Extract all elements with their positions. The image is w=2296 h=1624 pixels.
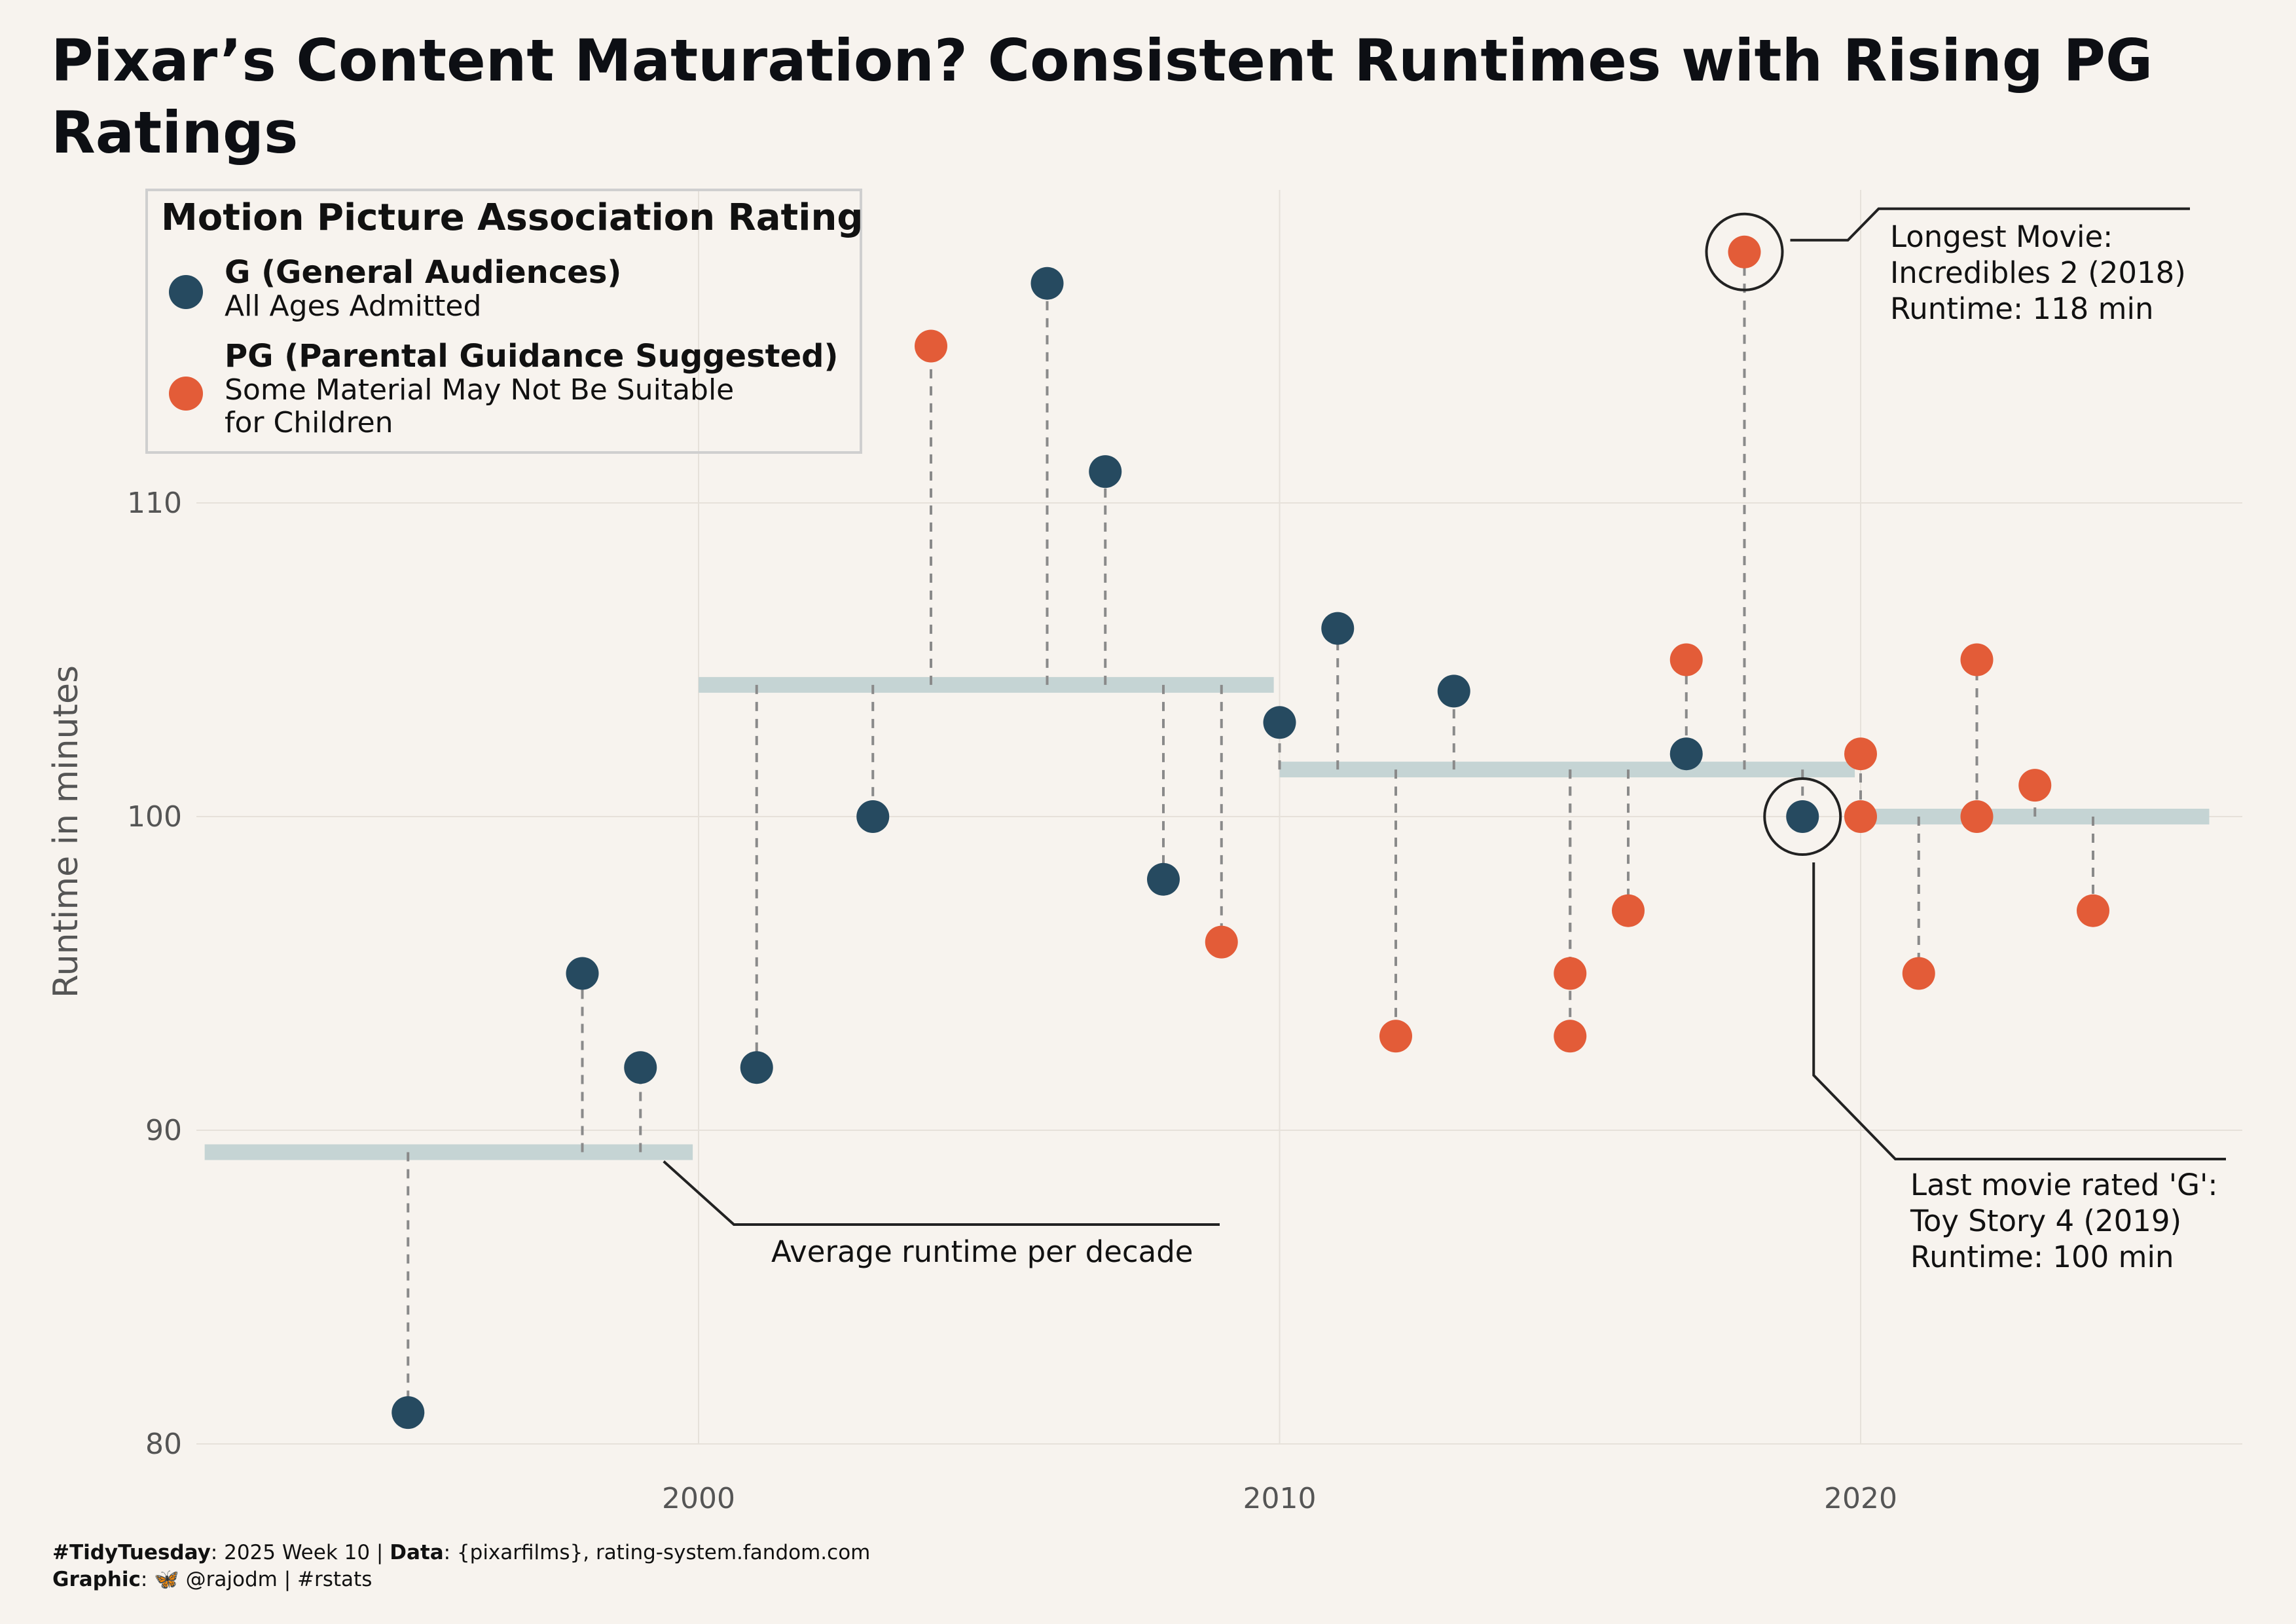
legend-pg-desc-2: for Children — [225, 406, 393, 439]
legend-pg-dot — [169, 377, 203, 411]
point-pg — [2077, 894, 2109, 927]
point-g — [1669, 737, 1703, 771]
point-g — [1437, 674, 1470, 708]
annotation-longest-3: Runtime: 118 min — [1890, 291, 2154, 326]
point-pg — [1379, 1020, 1412, 1053]
point-pg — [1205, 925, 1238, 959]
point-g — [1321, 612, 1355, 645]
point-pg — [1554, 957, 1587, 990]
caption-graphic-label: Graphic — [52, 1568, 141, 1591]
callout-line-last-g — [1812, 862, 2226, 1160]
annotation-longest-1: Longest Movie: — [1890, 219, 2113, 254]
point-g — [740, 1051, 773, 1084]
point-pg — [1728, 235, 1761, 268]
legend-g-label: G (General Audiences) — [225, 254, 622, 291]
point-pg — [1844, 737, 1877, 771]
point-pg — [1960, 800, 1994, 833]
y-tick-label: 100 — [127, 800, 182, 834]
point-g — [1089, 455, 1122, 489]
chart-title: Pixar’s Content Maturation? Consistent R… — [51, 27, 2153, 166]
legend-pg-desc-1: Some Material May Not Be Suitable — [225, 373, 735, 407]
caption-data: : {pixarfilms}, rating-system.fandom.com — [443, 1541, 871, 1564]
point-pg — [1902, 957, 1935, 990]
annotation-lines — [663, 207, 2226, 1226]
annotation-last-g-2: Toy Story 4 (2019) — [1910, 1204, 2182, 1238]
caption-data-label: Data — [390, 1541, 444, 1564]
legend-title: Motion Picture Association Rating — [161, 196, 864, 239]
y-tick-label: 110 — [127, 487, 182, 520]
callout-line-longest — [1790, 207, 2190, 242]
annotation-last-g-1: Last movie rated 'G': — [1910, 1168, 2218, 1202]
caption-tag: #TidyTuesday — [52, 1541, 211, 1564]
point-g — [624, 1051, 657, 1084]
point-g — [1030, 267, 1064, 300]
caption-line-2: Graphic: 🦋 @rajodm | #rstats — [52, 1567, 372, 1591]
decade-average-bands — [204, 676, 2210, 1160]
caption-graphic: : 🦋 @rajodm | #rstats — [140, 1568, 373, 1591]
point-pg — [915, 329, 947, 363]
caption-line-1: #TidyTuesday: 2025 Week 10 | Data: {pixa… — [52, 1541, 870, 1564]
point-pg — [2018, 769, 2052, 802]
legend-g-desc: All Ages Admitted — [225, 289, 482, 323]
point-g — [1786, 800, 1819, 833]
point-pg — [1960, 643, 1994, 676]
legend — [145, 189, 862, 454]
legend-pg-label: PG (Parental Guidance Suggested) — [225, 338, 839, 375]
point-pg — [1844, 800, 1877, 833]
annotation-average: Average runtime per decade — [771, 1234, 1194, 1269]
x-tick-label: 2010 — [1243, 1482, 1317, 1515]
point-pg — [1669, 643, 1703, 676]
point-g — [1263, 706, 1296, 739]
highlight-ring-longest — [1705, 212, 1784, 291]
legend-g-dot — [169, 275, 203, 309]
annotation-last-g-3: Runtime: 100 min — [1910, 1240, 2174, 1274]
data-points — [392, 212, 2109, 1430]
point-pg — [1554, 1020, 1587, 1053]
highlight-ring-last-g — [1763, 777, 1842, 856]
x-tick-label: 2000 — [662, 1482, 735, 1515]
y-tick-label: 80 — [145, 1428, 182, 1461]
point-g — [1147, 862, 1180, 896]
point-g — [856, 800, 890, 833]
y-tick-label: 90 — [145, 1114, 182, 1147]
point-pg — [1612, 894, 1645, 927]
caption-week: : 2025 Week 10 | — [210, 1541, 390, 1564]
y-axis-label: Runtime in minutes — [46, 665, 86, 998]
annotation-longest-2: Incredibles 2 (2018) — [1890, 255, 2186, 290]
x-tick-label: 2020 — [1824, 1482, 1897, 1515]
axis-labels: 80 90 100 110 2000 2010 2020 — [127, 487, 1897, 1515]
callout-line-average — [663, 1160, 1220, 1226]
point-g — [566, 957, 599, 990]
point-g — [392, 1396, 425, 1430]
